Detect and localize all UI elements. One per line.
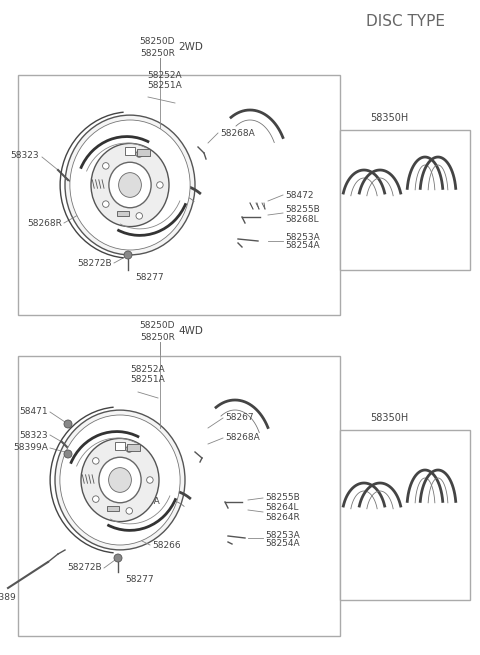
Bar — [127, 444, 140, 451]
Text: 2WD: 2WD — [178, 42, 203, 52]
Text: 58255B: 58255B — [265, 493, 300, 502]
Text: 58253A: 58253A — [265, 531, 300, 540]
Bar — [340, 430, 470, 600]
Text: 58399A: 58399A — [13, 443, 48, 453]
Text: 58254A: 58254A — [265, 540, 300, 548]
Circle shape — [126, 446, 132, 453]
Text: 58389: 58389 — [0, 593, 16, 603]
Text: 58252A: 58252A — [148, 71, 182, 79]
Circle shape — [156, 181, 163, 188]
Text: 58250D: 58250D — [140, 37, 175, 47]
Circle shape — [147, 477, 153, 483]
Circle shape — [93, 458, 99, 464]
Circle shape — [93, 496, 99, 502]
Text: DISC TYPE: DISC TYPE — [365, 14, 444, 29]
Text: 58471: 58471 — [19, 407, 48, 417]
Text: 58277: 58277 — [126, 576, 154, 584]
Bar — [107, 506, 119, 511]
Text: 58268A: 58268A — [225, 434, 260, 443]
Text: 58250D: 58250D — [140, 322, 175, 331]
Text: 58323: 58323 — [11, 151, 39, 160]
Text: 58266: 58266 — [152, 540, 180, 550]
Text: 58272B: 58272B — [77, 259, 112, 267]
Circle shape — [64, 420, 72, 428]
Bar — [18, 75, 340, 315]
Text: 58255B: 58255B — [285, 206, 320, 214]
Ellipse shape — [91, 143, 169, 227]
Ellipse shape — [119, 173, 142, 197]
Text: 58350H: 58350H — [370, 413, 408, 423]
Circle shape — [136, 213, 143, 219]
Bar — [136, 149, 149, 156]
Text: 58268A: 58268A — [220, 128, 255, 138]
Text: 58253A: 58253A — [285, 233, 320, 242]
Text: 4WD: 4WD — [178, 326, 203, 336]
Text: 58472: 58472 — [285, 191, 313, 200]
Text: 58272B: 58272B — [67, 563, 102, 572]
Bar — [117, 211, 129, 216]
Ellipse shape — [55, 410, 185, 550]
Text: 58268L: 58268L — [285, 214, 319, 223]
Bar — [340, 130, 470, 270]
Ellipse shape — [65, 115, 195, 255]
Ellipse shape — [81, 438, 159, 521]
Text: 58268A: 58268A — [125, 498, 160, 506]
Ellipse shape — [109, 162, 151, 208]
Text: 58264R: 58264R — [265, 512, 300, 521]
Circle shape — [114, 554, 122, 562]
Ellipse shape — [108, 468, 132, 493]
Text: 58252A: 58252A — [131, 365, 165, 375]
Bar — [115, 442, 125, 450]
Text: 58250R: 58250R — [140, 333, 175, 341]
Text: 58267: 58267 — [225, 413, 253, 422]
Text: 58251A: 58251A — [148, 81, 182, 90]
Bar — [18, 356, 340, 636]
Ellipse shape — [99, 457, 141, 503]
Circle shape — [103, 201, 109, 208]
Ellipse shape — [70, 120, 190, 250]
Text: 58264L: 58264L — [265, 504, 299, 512]
Circle shape — [64, 450, 72, 458]
Circle shape — [136, 151, 143, 157]
Text: 58251A: 58251A — [131, 375, 166, 384]
Circle shape — [103, 162, 109, 169]
Circle shape — [124, 251, 132, 259]
Text: 58323: 58323 — [19, 430, 48, 440]
Text: 58277: 58277 — [136, 272, 164, 282]
Bar — [125, 147, 135, 155]
Ellipse shape — [60, 415, 180, 545]
Text: 58254A: 58254A — [285, 242, 320, 250]
Text: 58250R: 58250R — [140, 48, 175, 58]
Text: 58268R: 58268R — [27, 219, 62, 227]
Circle shape — [126, 508, 132, 514]
Text: 58350H: 58350H — [370, 113, 408, 123]
